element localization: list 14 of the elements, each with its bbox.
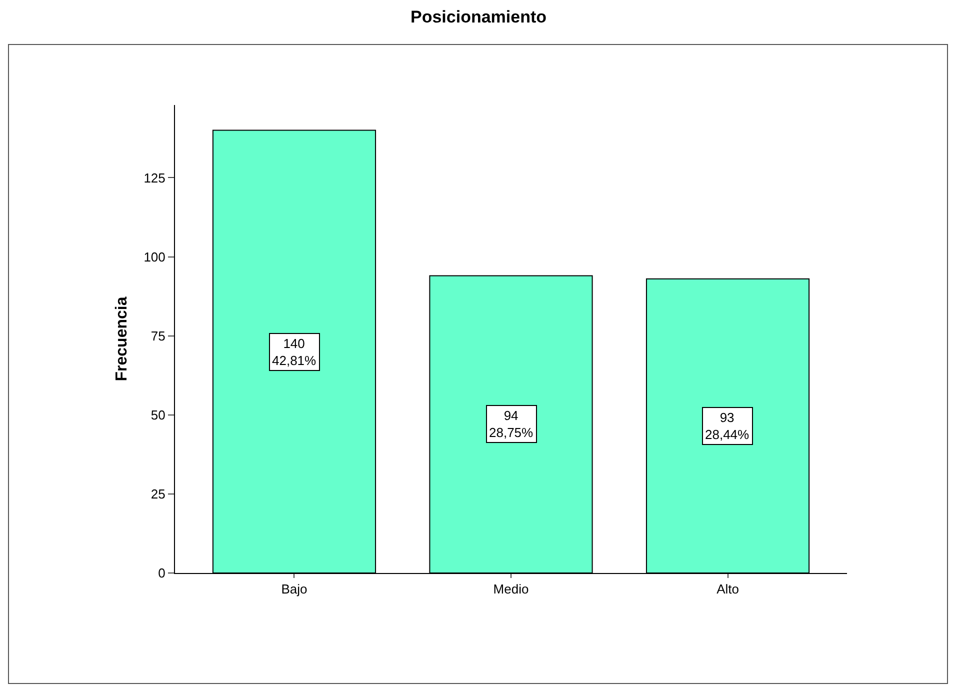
y-tick-label: 75 [150, 328, 166, 344]
y-tick-label: 50 [150, 407, 166, 422]
y-tick-label: 100 [144, 249, 166, 264]
x-tick-label: Medio [493, 582, 529, 597]
y-tick-label: 125 [144, 170, 166, 186]
x-tick-label: Bajo [281, 582, 308, 597]
data-label: 93 28,44% [705, 410, 750, 442]
y-tick-label: 25 [150, 486, 166, 502]
y-axis-title: Frecuencia [114, 296, 131, 382]
data-label: 140 42,81% [272, 336, 317, 368]
chart-title: Posicionamiento [410, 7, 547, 26]
x-tick-label: Alto [716, 582, 739, 597]
y-tick-label: 0 [158, 566, 166, 581]
data-label: 94 28,75% [489, 408, 534, 440]
